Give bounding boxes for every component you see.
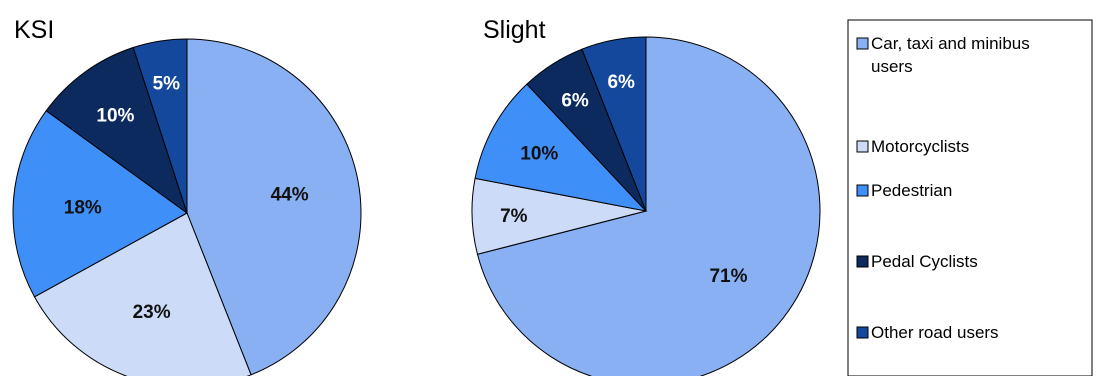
legend-swatch-4 (856, 255, 869, 268)
ksi-chart-title: KSI (14, 16, 54, 44)
ksi-pie: 44% 23% 18% 10% 5% (12, 38, 362, 381)
legend-label-1-line-2: users (871, 57, 913, 76)
slight-data-label-2: 7% (500, 206, 528, 227)
ksi-data-label-1: 44% (271, 184, 309, 205)
slight-pie: 71% 7% 10% 6% 6% (471, 36, 821, 381)
slight-chart-title: Slight (483, 16, 546, 44)
slight-slice-1 (476, 36, 821, 381)
legend-swatch-1 (856, 37, 869, 50)
ksi-data-label-3: 18% (64, 197, 102, 218)
legend-label-2: Motorcyclists (871, 137, 969, 156)
slight-slice-3 (474, 83, 648, 212)
slight-slice-5 (581, 36, 647, 212)
slight-data-label-5: 6% (607, 72, 635, 93)
legend: Car, taxi and minibus users Motorcyclists P… (847, 19, 1093, 377)
legend-label-1-line-1: Car, taxi and minibus (871, 34, 1030, 53)
ksi-slice-1 (186, 38, 362, 376)
ksi-data-label-4: 10% (96, 106, 134, 127)
legend-swatch-3 (856, 184, 869, 197)
ksi-slice-5 (132, 38, 188, 214)
slight-data-label-4: 6% (561, 90, 589, 111)
ksi-slice-3 (12, 110, 188, 298)
legend-box (847, 19, 1093, 377)
ksi-data-label-2: 23% (133, 302, 171, 323)
legend-label-5: Other road users (871, 323, 999, 342)
slight-data-label-1: 71% (709, 266, 747, 287)
legend-label-3: Pedestrian (871, 181, 952, 200)
slight-data-label-3: 10% (520, 143, 558, 164)
ksi-slice-4 (45, 46, 188, 215)
legend-swatch-5 (856, 326, 869, 339)
legend-swatch-2 (856, 140, 869, 153)
ksi-data-label-5: 5% (153, 73, 181, 94)
legend-label-4: Pedal Cyclists (871, 252, 978, 271)
